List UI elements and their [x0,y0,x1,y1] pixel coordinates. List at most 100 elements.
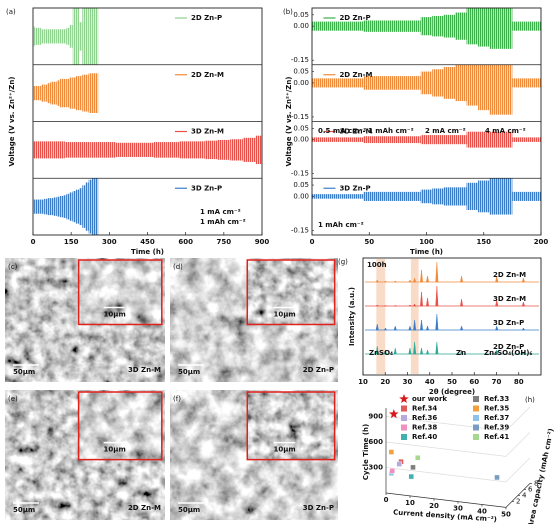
xrd-peak [408,347,412,355]
legend-label: Ref.37 [484,414,509,422]
annotation: 0.5 mA cm⁻² [318,127,366,135]
xrd-peak [435,261,439,283]
voltage-envelope [397,20,410,32]
voltage-envelope [88,73,92,113]
voltage-envelope [397,76,410,90]
annotation: 1 mAh cm⁻² [200,218,246,226]
xrd-peak [413,277,417,283]
x-tick-label: 50 [364,238,374,246]
voltage-envelope [374,76,387,90]
x-axis-label: Time (h) [131,248,164,256]
voltage-envelope [523,78,536,88]
legend-label: 3D Zn-M [339,128,372,136]
voltage-envelope [340,78,353,88]
annotation: 100h [367,261,387,269]
voltage-envelope [166,142,180,158]
inset-frame [246,391,336,461]
annotation: ZnSO₄ [369,349,393,357]
voltage-envelope [329,21,341,31]
voltage-envelope [50,81,54,105]
y-tick-label: 0.05 [293,11,309,19]
voltage-envelope [312,137,318,142]
voltage-envelope [317,78,330,88]
voltage-envelope [91,73,96,113]
inset-scale-label: 10μm [104,310,126,318]
voltage-envelope [44,84,48,102]
scale-label: 50μm [13,368,35,376]
voltage-envelope [44,198,48,215]
voltage-envelope [102,142,116,158]
panel-label: (a) [6,8,16,16]
voltage-envelope [34,86,38,101]
x-tick-label: 150 [64,238,79,246]
voltage-envelope [329,137,341,142]
legend-marker [401,405,407,412]
xrd-peak [413,319,417,331]
z-axis-label: Area capacity (mAh cm⁻²) [527,428,554,524]
xrd-peak [435,341,439,355]
voltage-envelope [204,140,218,160]
voltage-envelope [242,137,256,162]
sem-inset [247,392,335,460]
sem-inset [247,260,335,325]
x-tick-label: 30 [453,505,463,513]
scale-label: 50μm [178,368,200,376]
y-tick-label: -0.15 [291,113,309,121]
x-tick-label: 50 [501,510,511,518]
inset-scale-label: 10μm [273,446,295,454]
x-tick-label: 200 [534,238,549,246]
y-axis-label: Voltage (V vs. Zn²⁺/Zn) [285,76,293,166]
voltage-envelope [432,15,444,37]
voltage-envelope [91,178,96,235]
x-axis-label: 2θ (degree) [429,388,475,396]
voltage-envelope [79,188,83,226]
y-tick-label: 900 [368,413,383,421]
voltage-envelope [95,178,99,235]
xrd-peak [420,291,423,307]
voltage-envelope [397,191,410,201]
voltage-envelope [363,76,375,90]
voltage-envelope [82,74,86,112]
trace-group [312,178,541,215]
voltage-envelope [88,8,92,65]
y-tick-label: -0.15 [291,226,309,234]
voltage-envelope [63,78,67,108]
y-tick-label: 600 [368,438,383,446]
voltage-envelope [56,196,61,217]
voltage-envelope [63,195,67,218]
voltage-envelope [47,83,51,104]
voltage-envelope [64,142,78,158]
voltage-envelope [500,8,513,49]
grid-line [385,441,507,457]
voltage-envelope [478,180,490,213]
xrd-peak [420,347,424,355]
voltage-envelope [489,8,501,49]
voltage-envelope [52,141,65,159]
voltage-envelope [95,8,99,65]
xrd-peak [495,299,499,307]
voltage-envelope [535,137,541,142]
legend-label: Ref.40 [412,433,437,441]
trace-group [312,8,541,49]
series-label: 3D Zn-P [493,319,524,327]
voltage-envelope [192,141,205,159]
voltage-envelope [56,29,61,44]
voltage-envelope [66,193,70,220]
xrd-peak [384,305,387,307]
voltage-envelope [374,136,387,144]
data-point [494,474,500,481]
voltage-envelope [47,198,51,216]
voltage-envelope [33,86,35,101]
voltage-envelope [535,78,541,88]
voltage-envelope [179,141,193,159]
series-label: 2D Zn-P [493,343,524,351]
panel-label: (h) [525,396,535,404]
voltage-envelope [409,20,421,32]
voltage-envelope [40,29,45,44]
x-axis [385,492,507,508]
legend-label: Ref.36 [412,414,437,422]
x-tick-label: 0 [310,238,315,246]
x-tick-label: 300 [102,238,117,246]
voltage-envelope [500,131,513,148]
voltage-envelope [512,78,524,88]
